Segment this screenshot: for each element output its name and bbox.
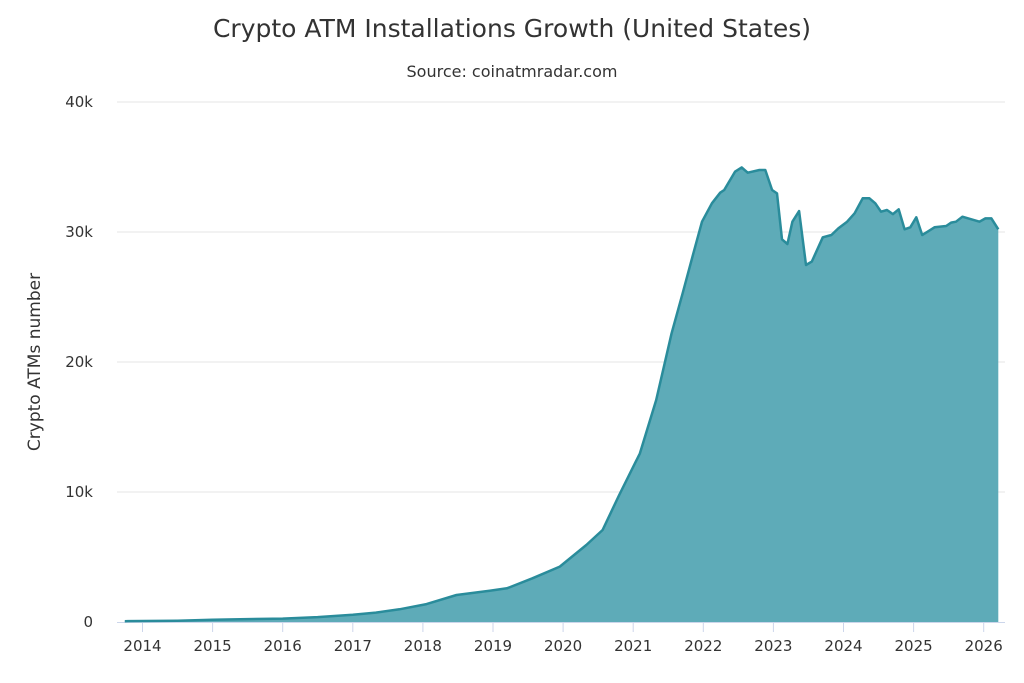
y-tick-label: 0 bbox=[83, 613, 93, 631]
chart-subtitle: Source: coinatmradar.com bbox=[406, 62, 618, 81]
x-tick-label: 2023 bbox=[754, 637, 792, 655]
y-tick-label: 20k bbox=[65, 353, 93, 371]
y-tick-label: 40k bbox=[65, 93, 93, 111]
y-tick-label: 30k bbox=[65, 223, 93, 241]
x-tick-label: 2019 bbox=[474, 637, 512, 655]
x-tick-label: 2022 bbox=[684, 637, 722, 655]
series-line bbox=[124, 166, 1000, 623]
x-tick-label: 2016 bbox=[264, 637, 302, 655]
x-tick-label: 2024 bbox=[824, 637, 862, 655]
area-fill bbox=[124, 167, 999, 622]
y-axis-title: Crypto ATMs number bbox=[25, 273, 45, 451]
x-tick-label: 2015 bbox=[194, 637, 232, 655]
y-tick-label: 10k bbox=[65, 483, 93, 501]
x-tick-label: 2026 bbox=[965, 637, 1003, 655]
chart-title: Crypto ATM Installations Growth (United … bbox=[212, 14, 812, 43]
x-tick-label: 2017 bbox=[334, 637, 372, 655]
x-tick-label: 2020 bbox=[544, 637, 582, 655]
x-tick-label: 2025 bbox=[895, 637, 933, 655]
x-tick-label: 2021 bbox=[614, 637, 652, 655]
x-tick-label: 2014 bbox=[123, 637, 161, 655]
x-tick-label: 2018 bbox=[404, 637, 442, 655]
